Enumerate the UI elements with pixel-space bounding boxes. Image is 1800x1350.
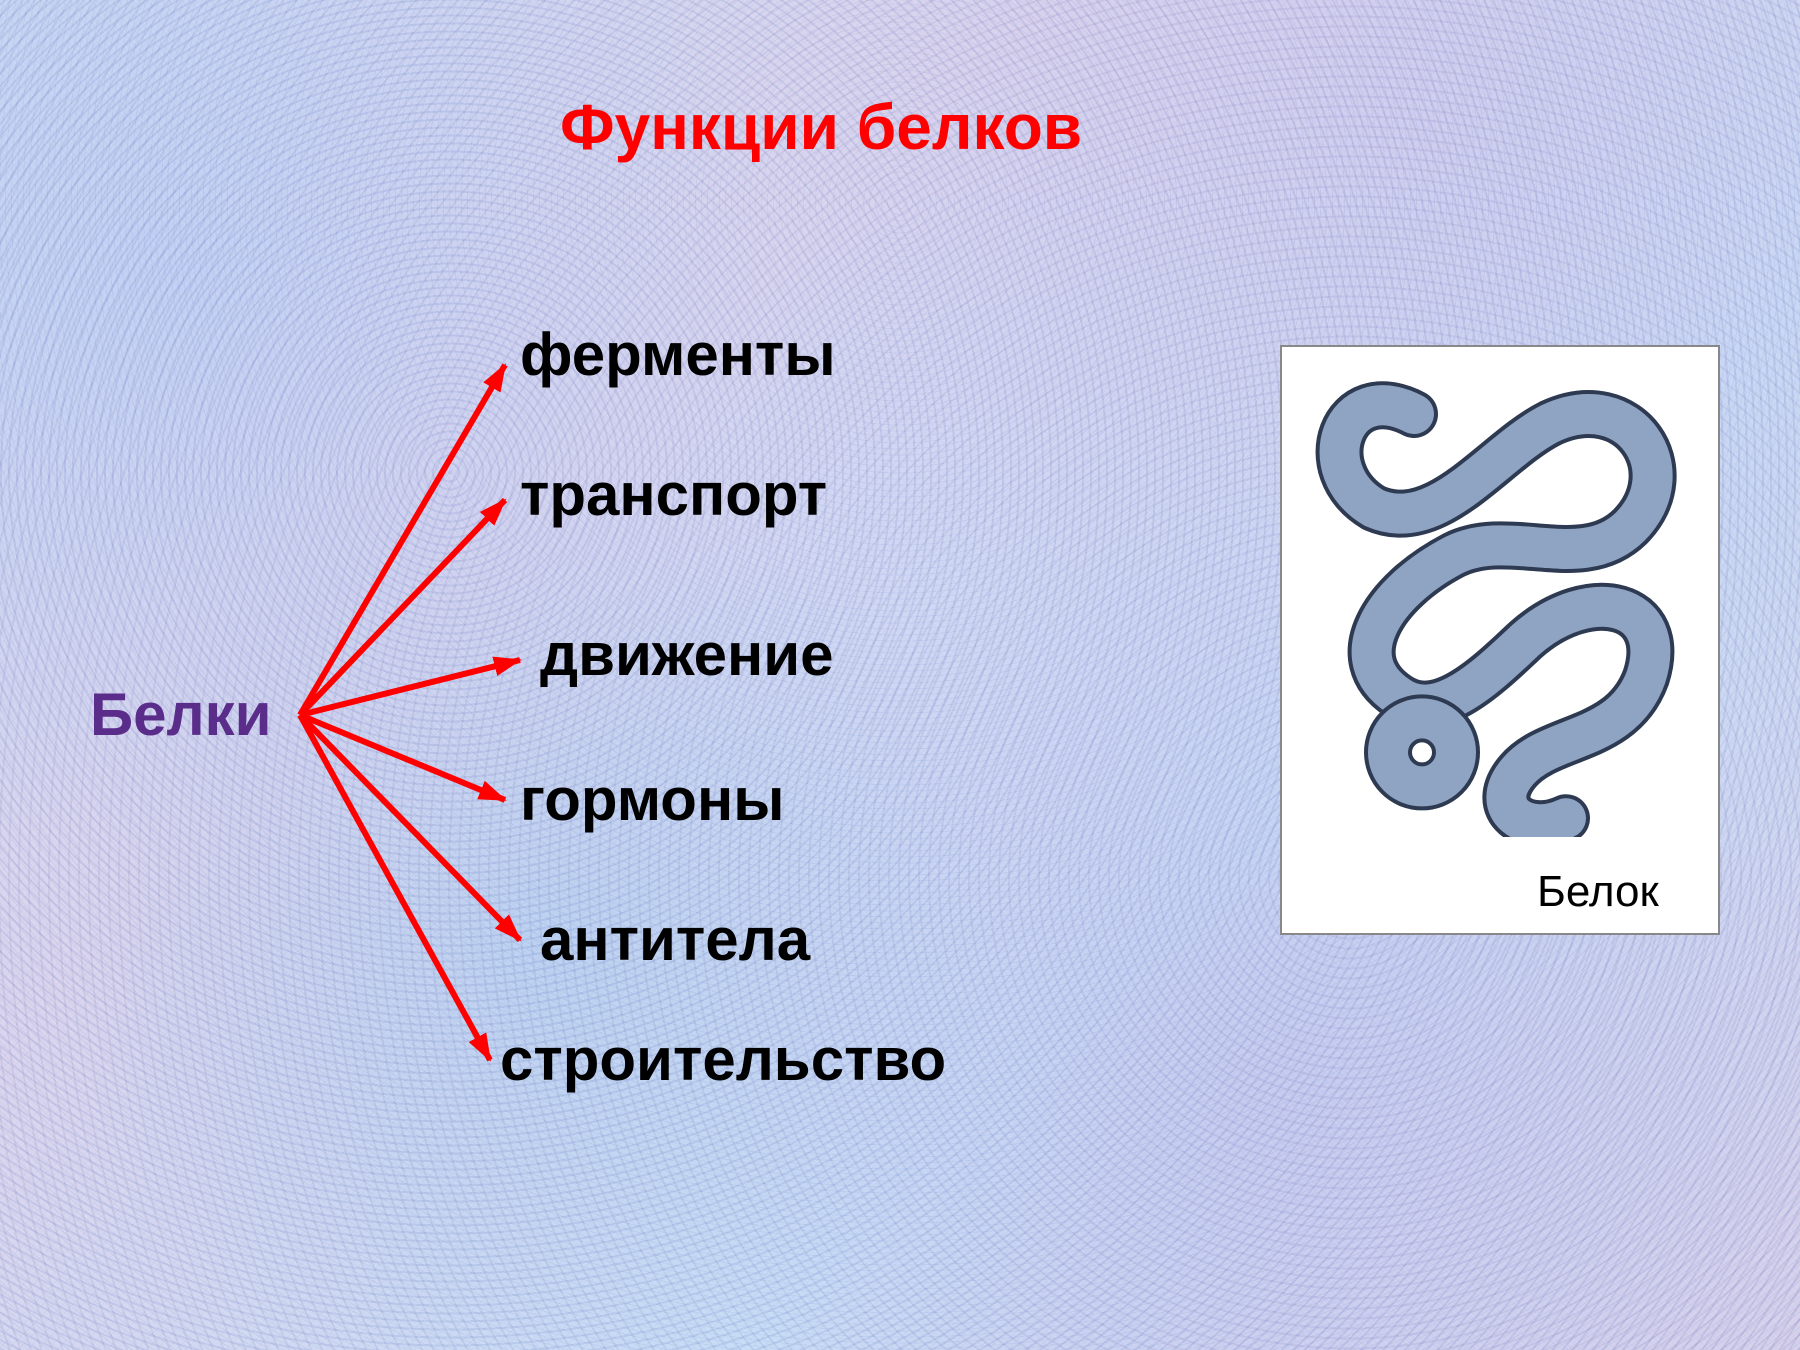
function-label: антитела [540,905,810,974]
function-label: транспорт [520,460,827,529]
protein-caption: Белок [1537,867,1659,917]
function-label: гормоны [520,765,784,834]
root-label: Белки [90,680,272,749]
function-label: строительство [500,1025,946,1094]
slide-title: Функции белков [560,90,1082,164]
protein-image-card: Белок [1280,345,1720,935]
function-label: ферменты [520,320,836,389]
function-label: движение [540,620,833,689]
protein-illustration [1302,367,1702,837]
